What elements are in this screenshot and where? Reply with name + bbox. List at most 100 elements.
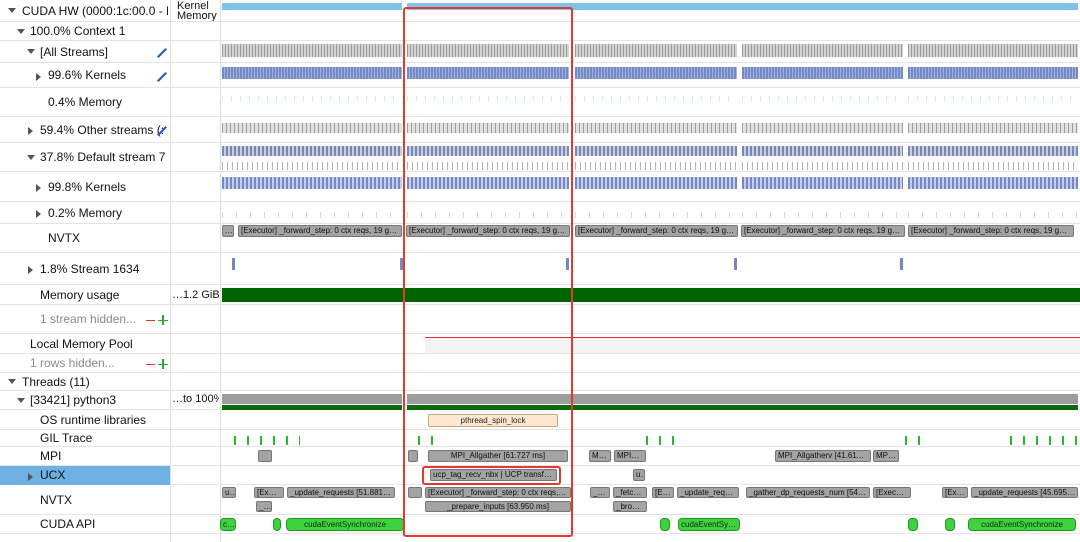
timeline-block[interactable]: pthread_spin_lock: [428, 414, 558, 427]
timeline-block[interactable]: _gather_dp_requests_num [54.033 ...: [746, 487, 870, 498]
timeline-block[interactable]: MPI_Allgather [61.727 ms]: [428, 450, 568, 462]
tree-row-label[interactable]: 1.8% Stream 1634: [40, 262, 140, 276]
timeline-block[interactable]: cudaEventSynchronize: [286, 518, 404, 531]
activity: [222, 44, 402, 57]
timeline-block[interactable]: [258, 450, 272, 462]
timeline-block[interactable]: cudaEventSynchronize: [968, 518, 1076, 531]
timeline-block[interactable]: _update_requests [45.695 ms]: [971, 487, 1078, 498]
timeline-block[interactable]: ...: [222, 225, 234, 237]
tree-row-label[interactable]: 0.2% Memory: [48, 206, 123, 220]
expand-caret[interactable]: [8, 8, 16, 13]
timeline-block[interactable]: [Executor]: [873, 487, 911, 498]
expand-caret[interactable]: [36, 210, 41, 218]
expand-caret[interactable]: [17, 28, 25, 34]
expand-caret[interactable]: [36, 72, 41, 81]
tree-row-label[interactable]: Threads (11): [22, 375, 90, 389]
timeline-block[interactable]: [Executor] _forward_step: 0 ctx reqs, 19…: [741, 225, 905, 237]
timeline-block[interactable]: MPI_...: [873, 450, 899, 462]
add-button[interactable]: [162, 359, 164, 370]
tree-row-label[interactable]: NVTX: [40, 493, 73, 507]
highlight-box: [403, 7, 573, 537]
timeline-block[interactable]: [408, 450, 418, 462]
remove-button[interactable]: [146, 319, 155, 321]
tree-row-label[interactable]: Local Memory Pool: [30, 337, 133, 351]
timeline-block[interactable]: ucp_tag_recv_nbx | UCP transfer sub...: [430, 469, 557, 481]
timeline-block[interactable]: cu...: [220, 518, 236, 531]
tree-row-label[interactable]: Memory usage: [40, 288, 120, 302]
tree-row-label[interactable]: 1 rows hidden...: [30, 356, 115, 370]
tree-row-label[interactable]: [All Streams]: [40, 45, 109, 59]
expand-caret[interactable]: [27, 154, 35, 160]
timeline-block[interactable]: u...: [633, 469, 645, 481]
expand-caret[interactable]: [8, 379, 16, 384]
timeline-block[interactable]: MPI_Bc...: [614, 450, 646, 462]
timeline-block[interactable]: [908, 518, 918, 531]
timeline-block[interactable]: [Exe...: [652, 487, 674, 498]
tree-row-label[interactable]: 100.0% Context 1: [30, 24, 126, 38]
timeline-block[interactable]: [Executor] _forward_step: 0 ctx reqs, 19…: [575, 225, 738, 237]
timeline-block[interactable]: u...: [222, 487, 236, 498]
tree-row-label[interactable]: 0.4% Memory: [48, 95, 123, 109]
tree-row-label[interactable]: GIL Trace: [40, 431, 93, 445]
timeline-block[interactable]: [Executor] _forward_step: 0 ctx reqs, 19…: [425, 487, 571, 498]
tree-row-label[interactable]: NVTX: [48, 231, 81, 245]
remove-button[interactable]: [146, 363, 155, 365]
timeline-block[interactable]: [Exec...: [254, 487, 284, 498]
timeline-block[interactable]: _update_request...: [677, 487, 739, 498]
tree-row-label[interactable]: [33421] python3: [30, 393, 117, 407]
timeline-block[interactable]: [945, 518, 955, 531]
timeline-block[interactable]: MPI_...: [589, 450, 611, 462]
activity: [742, 146, 903, 156]
row-divider: [0, 224, 1080, 253]
timeline-block[interactable]: _p...: [256, 501, 272, 512]
tree-row-label[interactable]: MPI: [40, 449, 62, 463]
tree-row-label[interactable]: 37.8% Default stream 7: [40, 150, 166, 164]
activity: [742, 123, 903, 133]
row-divider: [0, 117, 1080, 143]
timeline-block[interactable]: cudaEventSynch...: [678, 518, 740, 531]
activity: [222, 394, 402, 404]
row-divider: [0, 22, 1080, 41]
timeline-block[interactable]: [408, 487, 422, 498]
activity: [222, 212, 402, 218]
activity: [407, 162, 569, 170]
memory-pool-area: [425, 338, 1080, 353]
timeline-block[interactable]: _update_requests [51.881 ms]: [287, 487, 395, 498]
timeline-block[interactable]: _broadc...: [613, 501, 647, 512]
activity: [222, 96, 402, 101]
timeline-block[interactable]: _fetch_...: [613, 487, 647, 498]
row-divider: [0, 63, 1080, 88]
highlight-box: [422, 466, 561, 485]
tree-row-label[interactable]: CUDA HW (0000:1c:00.0 - NV: [22, 4, 168, 18]
add-button[interactable]: [162, 315, 164, 326]
expand-caret[interactable]: [28, 472, 33, 481]
expand-caret[interactable]: [36, 184, 41, 192]
expand-caret[interactable]: [27, 49, 35, 54]
activity: [407, 123, 569, 133]
expand-caret[interactable]: [28, 127, 33, 135]
timeline-block[interactable]: _prepare_inputs [63.950 ms]: [425, 501, 571, 512]
activity: [742, 162, 903, 170]
activity: [575, 123, 737, 133]
timeline-block[interactable]: MPI_Allgatherv [41.611 ms]: [775, 450, 871, 462]
tree-row-label[interactable]: OS runtime libraries: [40, 413, 147, 427]
expand-caret[interactable]: [17, 397, 25, 403]
timeline-block[interactable]: [Exe...: [942, 487, 968, 498]
timeline-block[interactable]: [Executor] _forward_step: 0 ctx reqs, 19…: [406, 225, 570, 237]
tree-row-label[interactable]: 99.6% Kernels: [48, 68, 127, 82]
timeline-block[interactable]: [273, 518, 281, 531]
activity: [742, 212, 903, 218]
tree-row-label[interactable]: CUDA API: [40, 517, 96, 531]
activity: [222, 405, 402, 410]
activity: [908, 67, 1078, 79]
timeline-block[interactable]: _ga...: [590, 487, 610, 498]
timeline-block[interactable]: [Executor] _forward_step: 0 ctx reqs, 19…: [238, 225, 402, 237]
tree-row-label[interactable]: 99.8% Kernels: [48, 180, 127, 194]
timeline-block[interactable]: [Executor] _forward_step: 0 ctx reqs, 19…: [908, 225, 1074, 237]
tree-row-label[interactable]: 59.4% Other streams (:: [40, 123, 165, 137]
tree-row-label[interactable]: 1 stream hidden...: [40, 312, 137, 326]
timeline-block[interactable]: [660, 518, 670, 531]
tree-row-label[interactable]: UCX: [40, 468, 66, 482]
row-divider: [0, 285, 1080, 305]
expand-caret[interactable]: [28, 266, 33, 274]
